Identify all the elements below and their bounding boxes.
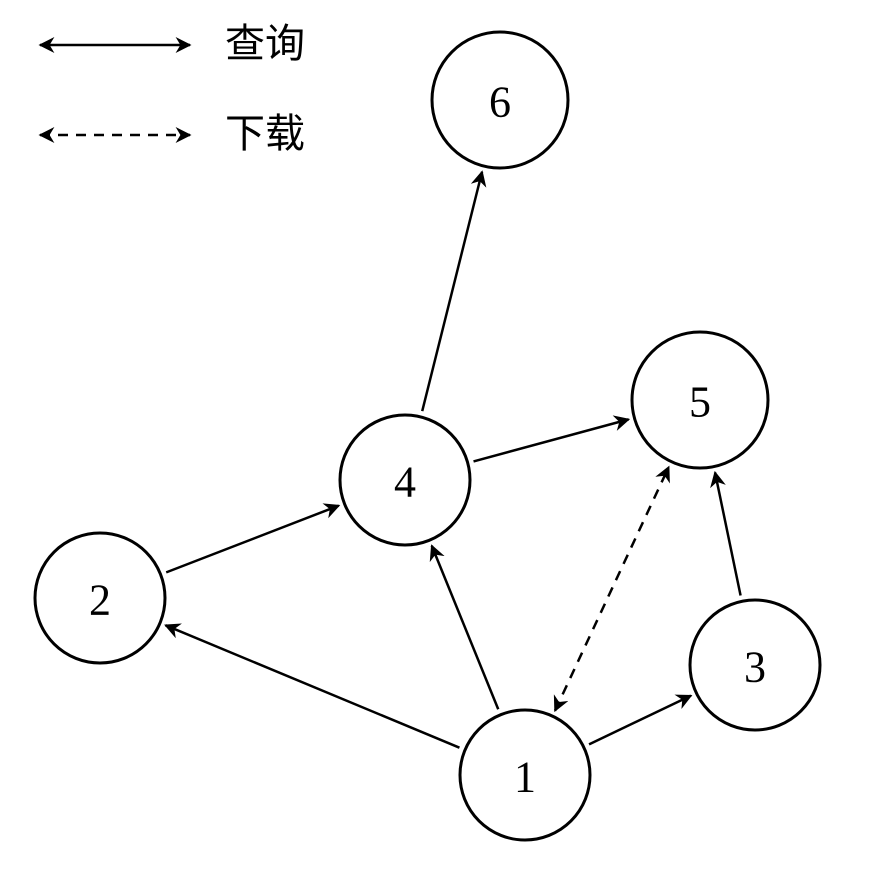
legend-download-label: 下载 xyxy=(225,111,305,156)
node-5: 5 xyxy=(632,332,768,468)
node-6-label: 6 xyxy=(489,78,511,127)
network-diagram: 1 2 3 4 5 6 查询下载 xyxy=(0,0,880,871)
node-1: 1 xyxy=(460,710,590,840)
edge-4-6 xyxy=(422,172,482,411)
node-4: 4 xyxy=(340,415,470,545)
edge-4-5 xyxy=(474,419,629,461)
legend-query-label: 查询 xyxy=(225,21,305,66)
edge-2-4 xyxy=(166,506,339,573)
node-2: 2 xyxy=(35,533,165,663)
node-4-label: 4 xyxy=(394,458,416,507)
legend-query: 查询 xyxy=(40,21,305,66)
edge-1-4 xyxy=(432,546,498,709)
edge-1-3 xyxy=(589,696,691,745)
node-3-label: 3 xyxy=(744,643,766,692)
edge-1-5 xyxy=(555,467,669,711)
node-5-label: 5 xyxy=(689,378,711,427)
edge-1-2 xyxy=(166,625,460,747)
node-1-label: 1 xyxy=(514,753,536,802)
node-6: 6 xyxy=(432,32,568,168)
edge-3-5 xyxy=(715,472,741,595)
node-2-label: 2 xyxy=(89,576,111,625)
legend-download: 下载 xyxy=(40,111,305,156)
node-3: 3 xyxy=(690,600,820,730)
